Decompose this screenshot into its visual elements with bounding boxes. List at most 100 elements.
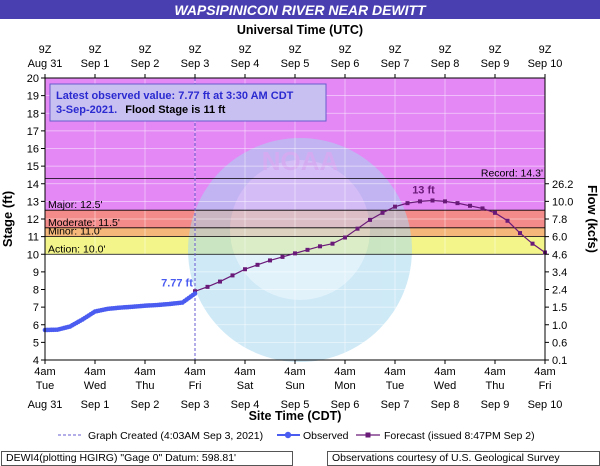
title-background	[0, 0, 600, 19]
utc-tick-date: Sep 3	[181, 58, 210, 70]
cdt-tick-date: Sep 2	[131, 399, 160, 411]
cdt-tick-hour: 4am	[84, 366, 105, 378]
utc-tick-date: Sep 5	[281, 58, 310, 70]
latest-value-line2: 3-Sep-2021. Flood Stage is 11 ft	[56, 104, 226, 116]
flow-tick-label: 3.4	[552, 267, 567, 279]
chart-title: WAPSIPINICON RIVER NEAR DEWITT	[174, 2, 427, 18]
utc-tick-hour: 9Z	[139, 44, 152, 56]
cdt-tick-weekday: Wed	[84, 380, 106, 392]
cdt-tick-hour: 4am	[384, 366, 405, 378]
utc-tick-hour: 9Z	[239, 44, 252, 56]
title-bar: WAPSIPINICON RIVER NEAR DEWITT	[0, 0, 600, 19]
legend-observed-label: Observed	[303, 430, 349, 442]
flow-tick-label: 0.6	[552, 337, 567, 349]
cdt-tick-hour: 4am	[284, 366, 305, 378]
flow-tick-label: 1.5	[552, 302, 567, 314]
attribution-footer: Observations courtesy of U.S. Geological…	[327, 451, 600, 466]
forecast-point	[268, 258, 272, 263]
stage-tick-label: 14	[27, 179, 39, 191]
stage-tick-label: 9	[33, 267, 39, 279]
threshold-label-moderate: Moderate: 11.5'	[48, 217, 120, 229]
flow-tick-label: 0.1	[552, 355, 567, 367]
forecast-point	[218, 279, 222, 284]
forecast-point	[330, 241, 335, 246]
forecast-point	[343, 235, 347, 240]
forecast-point	[505, 218, 510, 223]
flow-axis-ticks: 0.1 0.6 1.0 1.5 2.4 3.4 4.6 6.0 7.8 10.0 26.2	[545, 179, 573, 367]
cdt-tick-weekday: Sun	[285, 380, 305, 392]
forecast-point	[393, 204, 397, 209]
cdt-tick-weekday: Thu	[486, 380, 505, 392]
latest-value-line1: Latest observed value: 7.77 ft at 3:30 A…	[56, 90, 294, 102]
forecast-point	[430, 198, 435, 203]
forecast-point	[243, 267, 247, 272]
cdt-tick-hour: 4am	[184, 366, 205, 378]
forecast-point	[305, 247, 310, 252]
utc-tick-date: Sep 2	[131, 58, 160, 70]
forecast-point	[355, 226, 360, 231]
cdt-tick-weekday: Mon	[334, 380, 355, 392]
stage-tick-label: 18	[27, 108, 39, 120]
legend-forecast-label: Forecast (issued 8:47PM Sep 2)	[384, 430, 535, 442]
flow-tick-label: 26.2	[552, 179, 573, 191]
stage-tick-label: 15	[27, 161, 39, 173]
cdt-tick-hour: 4am	[134, 366, 155, 378]
noaa-watermark: NOAA	[188, 138, 412, 362]
cdt-tick-weekday: Sat	[237, 380, 254, 392]
forecast-point	[480, 206, 485, 211]
forecast-point	[418, 199, 422, 204]
utc-tick-date: Sep 1	[81, 58, 110, 70]
forecast-point	[468, 203, 472, 208]
stage-tick-label: 6	[33, 320, 39, 332]
stage-axis-title: Stage (ft)	[0, 191, 15, 247]
legend: Graph Created (4:03AM Sep 3, 2021) Obser…	[58, 430, 535, 442]
stage-tick-label: 17	[27, 126, 39, 138]
threshold-label-major: Major: 12.5'	[48, 199, 103, 211]
noaa-seal-letters: NOAA	[262, 146, 339, 176]
stage-tick-label: 13	[27, 196, 39, 208]
latest-value-box-bg	[49, 83, 327, 122]
stage-tick-label: 20	[27, 73, 39, 85]
cdt-tick-date: Sep 8	[431, 399, 460, 411]
cdt-tick-date: Sep 1	[81, 399, 110, 411]
flow-tick-label: 10.0	[552, 196, 573, 208]
cdt-tick-weekday: Fri	[539, 380, 552, 392]
forecast-point	[368, 217, 372, 222]
stage-tick-label: 16	[27, 144, 39, 156]
cdt-tick-hour: 4am	[484, 366, 505, 378]
forecast-series: 13 ft	[193, 184, 547, 294]
utc-tick-hour: 9Z	[539, 44, 552, 56]
utc-tick-date: Sep 9	[481, 58, 510, 70]
cdt-tick-hour: 4am	[34, 366, 55, 378]
forecast-point	[280, 254, 285, 259]
datum-footer: DEWI4(plotting HGIRG) "Gage 0" Datum: 59…	[1, 451, 293, 466]
stage-tick-label: 11	[28, 232, 39, 244]
flow-tick-label: 1.0	[552, 320, 567, 332]
cdt-tick-weekday: Thu	[136, 380, 155, 392]
stage-tick-label: 12	[27, 214, 39, 226]
top-axis-ticks: 9Z Aug 31 9Z Sep 1 9Z Sep 2 9Z Sep 3 9Z Sep 4 9Z Se…	[28, 44, 563, 78]
cdt-tick-weekday: Tue	[36, 380, 55, 392]
legend-forecast-marker	[365, 432, 371, 438]
cdt-tick-date: Aug 31	[28, 399, 63, 411]
utc-tick-hour: 9Z	[89, 44, 102, 56]
forecast-point	[493, 210, 497, 215]
utc-tick-hour: 9Z	[489, 44, 502, 56]
forecast-point	[405, 201, 410, 206]
latest-observed-label: 7.77 ft	[161, 278, 193, 290]
cdt-tick-weekday: Tue	[386, 380, 405, 392]
noaa-seal-inner	[230, 160, 370, 300]
observed-point	[192, 291, 198, 296]
utc-tick-date: Sep 10	[528, 58, 563, 70]
forecast-point	[318, 244, 322, 249]
cdt-tick-weekday: Fri	[189, 380, 202, 392]
legend-observed-marker	[284, 431, 292, 439]
cdt-tick-date: Sep 3	[181, 399, 210, 411]
forecast-point	[380, 210, 385, 215]
cdt-tick-hour: 4am	[234, 366, 255, 378]
utc-tick-hour: 9Z	[39, 44, 52, 56]
stage-tick-label: 5	[33, 337, 39, 349]
forecast-point	[293, 251, 297, 256]
legend-created-label: Graph Created (4:03AM Sep 3, 2021)	[88, 430, 263, 442]
utc-tick-date: Sep 8	[431, 58, 460, 70]
